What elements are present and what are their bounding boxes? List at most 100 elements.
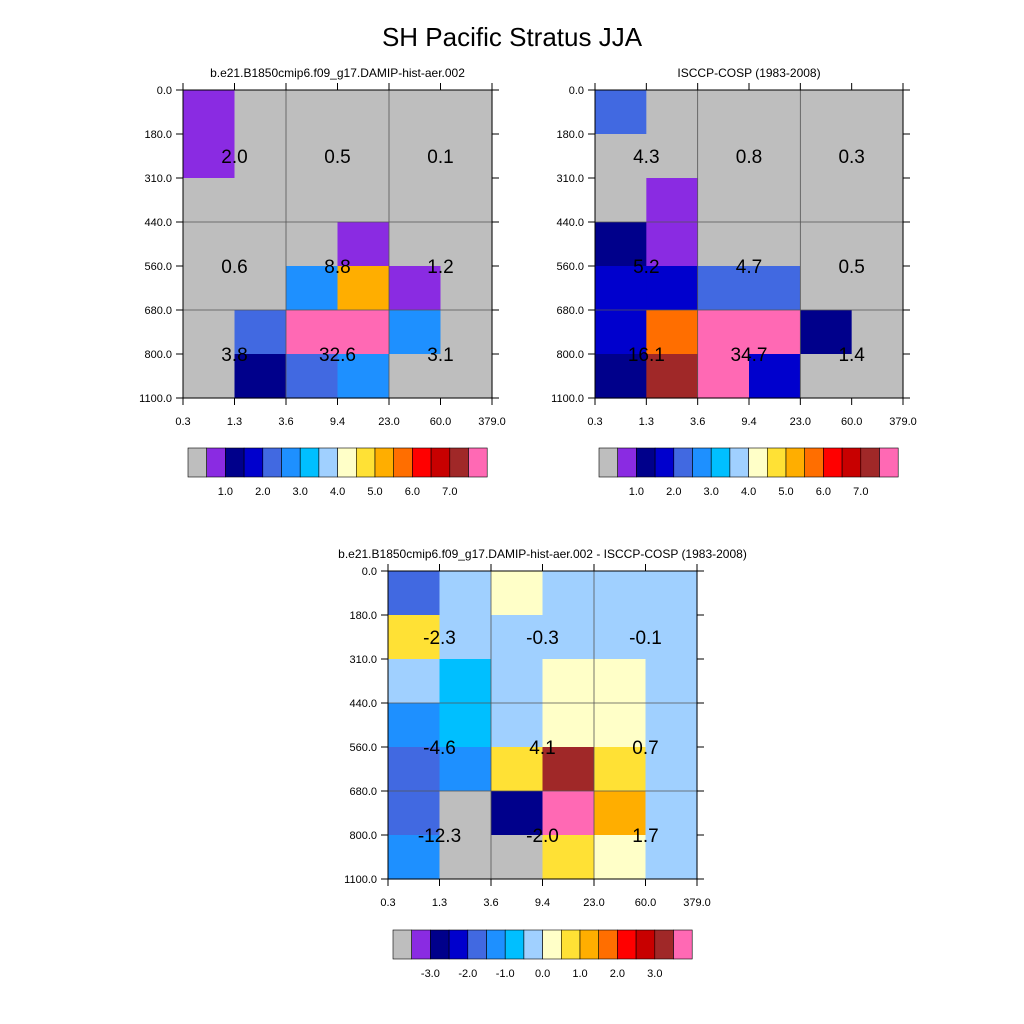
x-tick-label: 3.6	[483, 897, 498, 909]
heatmap-cell	[234, 310, 287, 355]
legend-swatch	[785, 447, 806, 478]
legend-swatch	[766, 447, 787, 478]
heatmap-cell	[388, 615, 441, 660]
legend-swatch	[654, 929, 674, 960]
panel-title: ISCCP-COSP (1983-2008)	[677, 66, 820, 80]
heatmap-panel-1: b.e21.B1850cmip6.f09_g17.DAMIP-hist-aer.…	[139, 66, 506, 498]
y-tick-label: 800.0	[144, 349, 172, 361]
legend-swatch	[337, 447, 357, 478]
legend-label: 6.0	[816, 486, 831, 498]
legend-swatch	[430, 447, 451, 478]
legend-swatch	[673, 447, 693, 478]
heatmap-cell	[439, 703, 492, 748]
heatmap-cell	[645, 659, 698, 704]
heatmap-cell	[337, 134, 390, 179]
heatmap-cell	[542, 615, 595, 660]
y-tick-label: 440.0	[144, 217, 172, 229]
legend-swatch	[560, 929, 581, 960]
x-tick-label: 9.4	[330, 416, 345, 428]
heatmap-cell	[389, 354, 442, 399]
heatmap-cell	[851, 134, 904, 179]
heatmap-cell	[594, 791, 647, 836]
x-tick-label: 1.3	[639, 416, 654, 428]
legend-label: 1.0	[629, 486, 644, 498]
legend-swatch	[392, 929, 413, 960]
heatmap-cell	[851, 266, 904, 311]
y-tick-label: 0.0	[157, 85, 172, 97]
legend-swatch	[449, 447, 469, 478]
grid-total-label: -2.0	[526, 826, 559, 847]
legend-label: 3.0	[704, 486, 719, 498]
heatmap-cell	[491, 835, 544, 880]
y-tick-label: 1100.0	[139, 393, 172, 405]
y-tick-label: 560.0	[349, 742, 377, 754]
legend-swatch	[598, 929, 618, 960]
heatmap-cell	[542, 835, 595, 880]
y-tick-label: 1100.0	[344, 874, 377, 886]
color-legend: 1.0 2.0 3.0 4.0 5.0 6.0 7.0	[598, 447, 899, 498]
grid-total-label: 0.5	[838, 257, 864, 278]
heatmap-cell	[388, 659, 441, 704]
heatmap-cell	[645, 791, 698, 836]
heatmap-cell	[389, 310, 442, 355]
heatmap-cell	[542, 747, 595, 792]
legend-label: 1.0	[218, 486, 233, 498]
heatmap-cell	[800, 134, 853, 179]
legend-swatch	[411, 929, 431, 960]
heatmap-cell	[851, 178, 904, 223]
heatmap-cell	[389, 90, 442, 135]
grid-total-label: -2.3	[423, 628, 456, 649]
heatmap-panel-2: ISCCP-COSP (1983-2008) 0.0 180.0 310.0 440.0…	[551, 66, 917, 498]
legend-label: 5.0	[367, 486, 382, 498]
heatmap-cell	[645, 835, 698, 880]
x-tick-label: 60.0	[430, 416, 451, 428]
heatmap-cell	[595, 222, 647, 267]
legend-label: 2.0	[255, 486, 270, 498]
heatmap-cell	[491, 571, 544, 616]
heatmap-cell	[749, 354, 801, 399]
heatmap-cell	[234, 90, 287, 135]
heatmap-cell	[388, 791, 441, 836]
grid-total-label: -0.1	[629, 628, 662, 649]
heatmap-cell	[851, 354, 904, 399]
legend-swatch	[448, 929, 469, 960]
legend-swatch	[636, 447, 656, 478]
heatmap-cell	[595, 178, 647, 223]
heatmap-cell	[645, 615, 698, 660]
heatmap-cell	[439, 659, 492, 704]
grid-total-label: -0.3	[526, 628, 559, 649]
legend-label: 2.0	[610, 968, 625, 980]
heatmap-cell	[440, 178, 493, 223]
color-legend: -3.0 -2.0 -1.0 0.0 1.0 2.0 3.0	[392, 929, 693, 980]
heatmap-cell	[337, 266, 390, 311]
heatmap-cell	[491, 747, 544, 792]
heatmap-cell	[800, 178, 853, 223]
color-legend: 1.0 2.0 3.0 4.0 5.0 6.0 7.0	[187, 447, 488, 498]
heatmap-cell	[646, 134, 699, 179]
legend-label: 1.0	[572, 968, 587, 980]
grid-total-label: 0.6	[221, 257, 247, 278]
legend-swatch	[617, 447, 637, 478]
heatmap-cell	[646, 222, 699, 267]
heatmap-cell	[183, 178, 236, 223]
grid-total-label: 1.2	[427, 257, 453, 278]
legend-label: 6.0	[405, 486, 420, 498]
heatmap-cell	[286, 222, 339, 267]
heatmap-cell	[183, 266, 236, 311]
heatmap-cell	[749, 90, 801, 135]
heatmap-cell	[542, 571, 595, 616]
y-tick-label: 180.0	[144, 129, 172, 141]
y-tick-label: 0.0	[569, 85, 584, 97]
legend-swatch	[841, 447, 862, 478]
legend-swatch	[430, 929, 450, 960]
heatmap-cell	[183, 134, 236, 179]
x-tick-label: 3.6	[690, 416, 705, 428]
heatmap-cell	[542, 659, 595, 704]
panel-title: b.e21.B1850cmip6.f09_g17.DAMIP-hist-aer.…	[338, 547, 747, 561]
heatmap-cell	[337, 178, 390, 223]
heatmap-cell	[542, 791, 595, 836]
heatmap-cell	[646, 90, 699, 135]
legend-swatch	[579, 929, 600, 960]
legend-swatch	[299, 447, 320, 478]
heatmap-cell	[542, 703, 595, 748]
